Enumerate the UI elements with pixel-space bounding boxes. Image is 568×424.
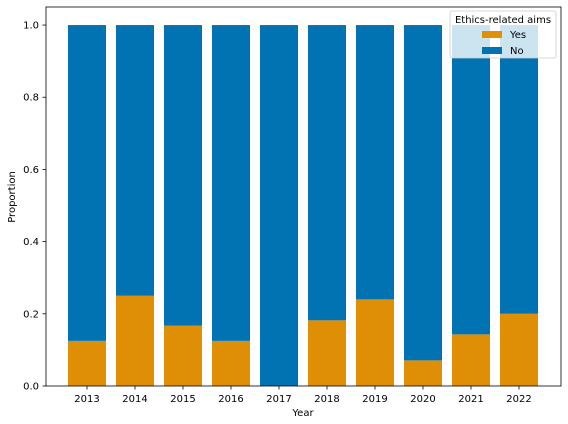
- legend-box: [449, 10, 557, 59]
- bar-no-2013: [68, 25, 106, 341]
- bar-yes-2021: [452, 334, 490, 386]
- bar-yes-2018: [308, 320, 346, 386]
- bar-yes-2015: [164, 325, 202, 386]
- x-tick-label: 2016: [218, 394, 243, 405]
- x-tick-label: 2014: [122, 394, 147, 405]
- legend-label-no: No: [510, 46, 524, 57]
- legend-entries: Yes No: [482, 30, 526, 57]
- x-tick-label: 2021: [458, 394, 483, 405]
- x-tick-label: 2017: [266, 394, 291, 405]
- legend-label-yes: Yes: [509, 30, 526, 41]
- y-tick-label: 0.4: [23, 237, 39, 248]
- y-tick-label: 0.8: [23, 93, 39, 104]
- y-tick-label: 0.6: [23, 165, 39, 176]
- y-axis-ticks: 0.0 0.2 0.4 0.6 0.8 1.0: [23, 21, 46, 393]
- bars-layer: [68, 25, 538, 387]
- legend-title: Ethics-related aims: [455, 15, 551, 26]
- x-tick-label: 2020: [410, 394, 435, 405]
- bar-no-2020: [404, 25, 442, 361]
- x-tick-label: 2022: [506, 394, 531, 405]
- bar-yes-2022: [500, 313, 538, 386]
- legend-swatch-yes: [482, 31, 502, 38]
- bar-no-2015: [164, 25, 202, 326]
- bar-yes-2013: [68, 340, 106, 386]
- bar-no-2019: [356, 25, 394, 300]
- bar-yes-2016: [212, 340, 250, 386]
- y-tick-label: 0.2: [23, 309, 39, 320]
- x-axis-ticks: 2013 2014 2015 2016 2017 2018 2019 2020 2021 2022: [74, 386, 532, 405]
- plot-frame: [45, 6, 562, 387]
- bar-yes-2020: [404, 360, 442, 386]
- y-axis-label: Proportion: [7, 171, 18, 223]
- y-tick-label: 0.0: [23, 382, 39, 393]
- bar-no-2018: [308, 25, 346, 321]
- legend-swatch-no: [482, 47, 502, 54]
- bar-no-2014: [116, 25, 154, 296]
- bar-no-2016: [212, 25, 250, 341]
- bar-yes-2019: [356, 299, 394, 386]
- y-tick-label: 1.0: [23, 21, 39, 32]
- x-tick-label: 2013: [74, 394, 99, 405]
- legend: Ethics-related aims Yes No: [449, 10, 557, 59]
- x-axis-label: Year: [291, 408, 314, 419]
- x-tick-label: 2015: [170, 394, 195, 405]
- bar-no-2021: [452, 25, 490, 335]
- bar-no-2022: [500, 25, 538, 314]
- bar-no-2017: [260, 25, 298, 387]
- x-tick-label: 2019: [362, 394, 387, 405]
- bar-yes-2014: [116, 295, 154, 386]
- x-tick-label: 2018: [314, 394, 339, 405]
